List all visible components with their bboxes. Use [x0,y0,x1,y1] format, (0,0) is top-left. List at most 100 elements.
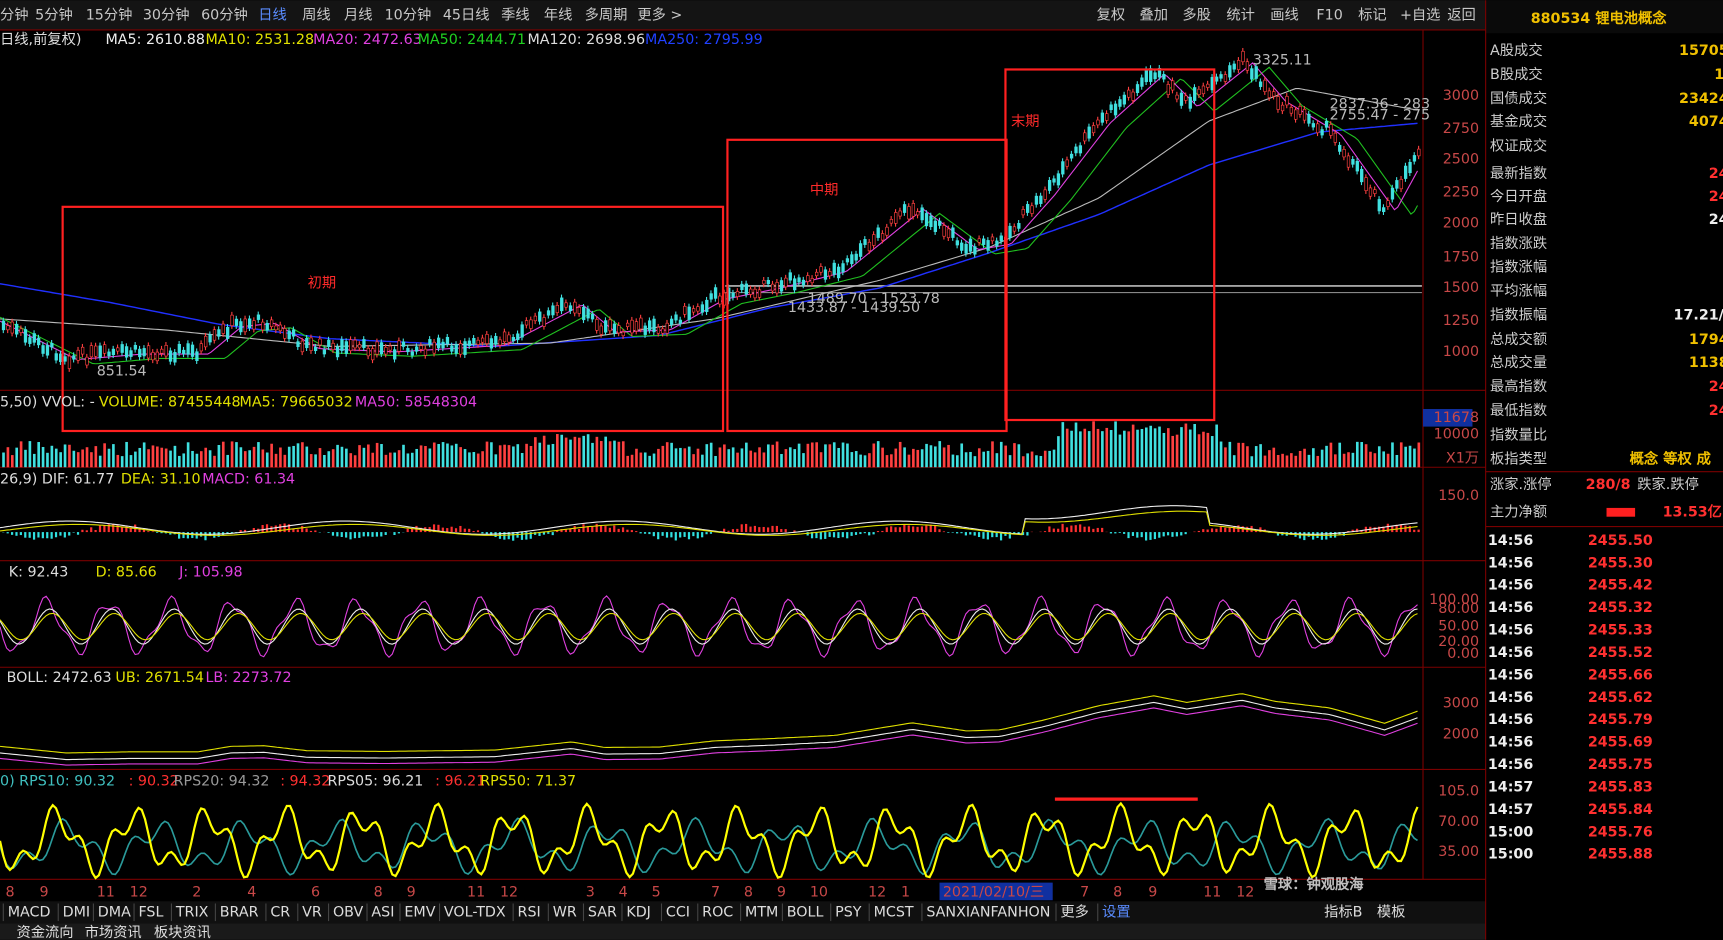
dea-line [0,510,1418,536]
indicator-tab[interactable]: 更多 [1060,903,1089,920]
indicator-tab[interactable]: CCI [666,904,690,920]
volume-bar [186,442,190,468]
indicator-tab[interactable]: 设置 [1102,903,1131,920]
macd-bar [1057,528,1060,533]
tool-button[interactable]: 画线 [1270,7,1299,24]
indicator-tab[interactable]: KDJ [626,904,651,920]
bottom-tab[interactable]: 资金流向 [16,924,73,940]
period-tab[interactable]: 45日线 [443,7,490,24]
volume-bar [1061,422,1065,468]
candle [318,338,322,346]
volume-bar [59,452,62,468]
volume-bar [1250,456,1254,468]
tool-button[interactable]: 多股 [1182,7,1211,24]
indicator-tab[interactable]: EMV [404,904,435,920]
tool-button[interactable]: 标记 [1358,7,1387,24]
candle [177,343,181,354]
indicator-tab[interactable]: 模板 [1377,903,1406,920]
indicator-tab[interactable]: VOL-TDX [444,904,506,920]
macd-bar [305,528,308,533]
volume-bar [301,442,304,468]
tool-button[interactable]: F10 [1316,8,1342,24]
candle [1320,129,1324,136]
indicator-tab[interactable]: WR [553,904,577,920]
macd-bar [745,523,748,533]
candle [256,314,261,320]
volume-bar [1320,449,1324,468]
indicator-tab[interactable]: ASI [371,904,394,920]
field-label: 国债成交 [1490,89,1547,107]
date-label: 2 [192,885,201,901]
macd-bar [94,530,97,533]
indicator-tab[interactable]: SANXIANFANHON [926,904,1050,920]
bottom-tab[interactable]: 市场资讯 [85,924,142,940]
candle [542,317,546,327]
indicator-tab[interactable]: VR [302,904,322,920]
macd-bar [384,532,387,535]
period-tab[interactable]: 季线 [501,7,530,24]
indicator-tab[interactable]: BRAR [220,904,259,920]
period-tab[interactable]: 周线 [302,7,331,24]
indicator-tab[interactable]: RSI [518,904,541,920]
macd-bar [815,532,818,539]
volume-bar [1127,431,1131,468]
candle [195,351,199,361]
candle [283,328,287,339]
period-tab[interactable]: 15分钟 [86,7,133,24]
indicator-tab[interactable]: CR [270,904,290,920]
period-tab[interactable]: 分钟 [0,7,29,24]
indicator-tab[interactable]: DMI [63,904,91,920]
tool-button[interactable]: +自选 [1400,7,1440,24]
volume-bar [156,446,159,468]
volume-bar [367,444,370,468]
volume-bar [147,449,150,468]
volume-bar [626,455,629,468]
indicator-tab[interactable]: FSL [138,904,163,920]
legend-item: : 94.32 [280,774,330,790]
candle [133,344,138,350]
candle [1162,73,1166,80]
indicator-tab[interactable]: BOLL [787,904,824,920]
period-tab[interactable]: 5分钟 [35,7,73,24]
candle [234,318,239,326]
indicator-tab[interactable]: TRIX [175,904,209,920]
candle [102,344,107,354]
volume-bar [1408,445,1412,468]
tool-button[interactable]: 叠加 [1140,7,1169,24]
volume-bar [419,445,423,468]
period-tab[interactable]: 更多 > [637,7,682,24]
period-tab[interactable]: 月线 [344,7,373,24]
volume-bar [292,445,295,468]
indicator-tab[interactable]: 指标B [1324,903,1362,920]
candle [718,295,722,305]
macd-bar [1228,527,1231,533]
tool-button[interactable]: 返回 [1447,7,1476,24]
indicator-tab[interactable]: ROC [702,904,733,920]
period-tab[interactable]: 30分钟 [143,7,190,24]
candle [331,342,335,350]
indicator-tab[interactable]: SAR [588,904,617,920]
indicator-tab[interactable]: MTM [745,904,778,920]
indicator-tab[interactable]: PSY [835,904,862,920]
candle [67,355,72,369]
period-tab[interactable]: 日线 [258,7,287,24]
period-tab[interactable]: 年线 [544,7,573,24]
indicator-tab[interactable]: DMA [98,904,131,920]
macd-bar [1395,524,1398,533]
period-tab[interactable]: 多周期 [585,7,628,24]
indicator-tab[interactable]: MACD [8,904,51,920]
date-label: 8 [374,885,383,901]
volume-bar [824,444,827,468]
macd-bar [679,532,682,538]
tool-button[interactable]: 统计 [1226,7,1255,24]
indicator-tab[interactable]: MCST [874,904,914,920]
tick-price: 2455.83 [1588,779,1653,795]
period-tab[interactable]: 10分钟 [385,7,432,24]
volume-bar [90,452,93,468]
tool-button[interactable]: 复权 [1097,6,1126,24]
volume-bar [323,455,326,468]
volume-bar [1298,450,1302,468]
indicator-tab[interactable]: OBV [333,904,364,920]
bottom-tab[interactable]: 板块资讯 [154,924,211,940]
period-tab[interactable]: 60分钟 [201,7,248,24]
